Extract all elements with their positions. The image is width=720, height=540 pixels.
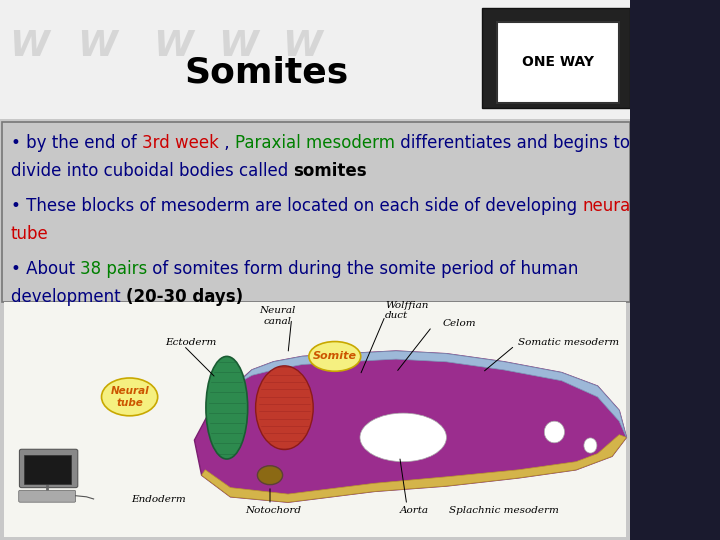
FancyBboxPatch shape bbox=[2, 122, 630, 302]
Text: divide into cuboidal bodies called: divide into cuboidal bodies called bbox=[11, 162, 293, 180]
Text: W: W bbox=[153, 29, 193, 63]
Text: Celom: Celom bbox=[443, 320, 477, 328]
FancyBboxPatch shape bbox=[19, 490, 76, 502]
Text: Endoderm: Endoderm bbox=[131, 495, 186, 504]
Text: Paraxial mesoderm: Paraxial mesoderm bbox=[235, 134, 395, 152]
Text: Somite: Somite bbox=[312, 352, 357, 361]
Text: W: W bbox=[77, 29, 117, 63]
Text: Neural
canal: Neural canal bbox=[259, 306, 295, 326]
FancyBboxPatch shape bbox=[24, 455, 71, 484]
Text: Ectoderm: Ectoderm bbox=[166, 339, 217, 347]
FancyBboxPatch shape bbox=[497, 22, 619, 103]
Ellipse shape bbox=[309, 341, 361, 372]
Polygon shape bbox=[194, 351, 626, 502]
Text: • About: • About bbox=[11, 260, 80, 278]
Polygon shape bbox=[238, 351, 626, 437]
Ellipse shape bbox=[256, 366, 313, 449]
Text: Somites: Somites bbox=[184, 56, 348, 90]
Text: 38 pairs: 38 pairs bbox=[80, 260, 148, 278]
Ellipse shape bbox=[584, 438, 597, 453]
Ellipse shape bbox=[258, 465, 283, 485]
FancyBboxPatch shape bbox=[0, 0, 630, 119]
Text: Somatic mesoderm: Somatic mesoderm bbox=[518, 339, 619, 347]
Text: W: W bbox=[282, 29, 323, 63]
FancyBboxPatch shape bbox=[482, 8, 630, 108]
Text: ,: , bbox=[219, 134, 235, 152]
Text: Aorta: Aorta bbox=[400, 506, 428, 515]
Text: • by the end of: • by the end of bbox=[11, 134, 142, 152]
Text: Notochord: Notochord bbox=[246, 506, 302, 515]
Ellipse shape bbox=[544, 421, 564, 443]
Text: W: W bbox=[217, 29, 258, 63]
Text: development: development bbox=[11, 288, 126, 306]
Text: differentiates and begins to: differentiates and begins to bbox=[395, 134, 629, 152]
Ellipse shape bbox=[102, 378, 158, 416]
Text: (20-30 days): (20-30 days) bbox=[126, 288, 243, 306]
Text: neural: neural bbox=[582, 197, 635, 215]
Text: W: W bbox=[9, 29, 49, 63]
Text: ONE WAY: ONE WAY bbox=[522, 55, 594, 69]
Ellipse shape bbox=[206, 356, 248, 459]
Ellipse shape bbox=[360, 413, 446, 462]
Text: Splachnic mesoderm: Splachnic mesoderm bbox=[449, 506, 559, 515]
Text: Wolffian
duct: Wolffian duct bbox=[385, 301, 428, 320]
FancyBboxPatch shape bbox=[19, 449, 78, 488]
FancyBboxPatch shape bbox=[630, 0, 720, 540]
Polygon shape bbox=[202, 435, 626, 502]
Text: 3rd week: 3rd week bbox=[142, 134, 219, 152]
Text: tube: tube bbox=[11, 225, 48, 243]
FancyBboxPatch shape bbox=[0, 119, 630, 540]
FancyBboxPatch shape bbox=[4, 302, 626, 537]
Text: • These blocks of mesoderm are located on each side of developing: • These blocks of mesoderm are located o… bbox=[11, 197, 582, 215]
Text: somites: somites bbox=[293, 162, 367, 180]
Text: Neural
tube: Neural tube bbox=[110, 386, 149, 408]
Text: of somites form during the somite period of human: of somites form during the somite period… bbox=[148, 260, 579, 278]
